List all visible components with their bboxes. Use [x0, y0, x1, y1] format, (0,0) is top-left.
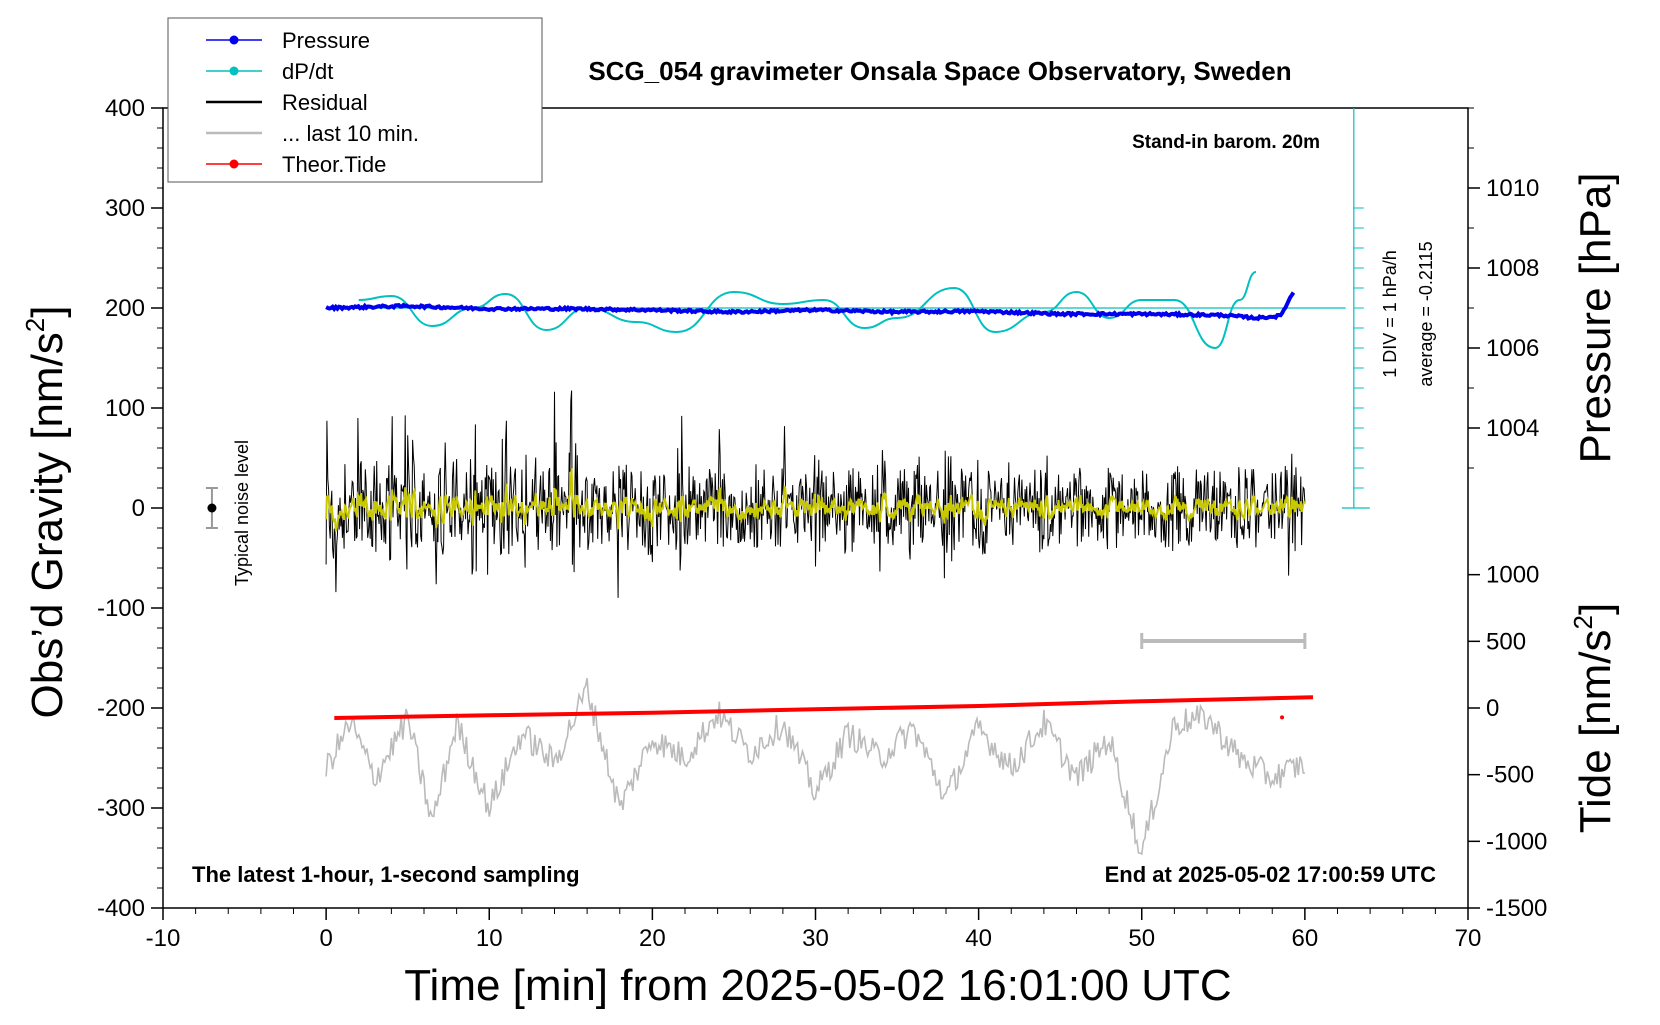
tide-tick-label: -500: [1486, 762, 1534, 789]
y-axis-left-label-exp: 2: [20, 318, 50, 332]
dpdt-line: [358, 271, 1257, 350]
y-tick-label: 100: [105, 395, 145, 422]
chart-title: SCG_054 gravimeter Onsala Space Observat…: [588, 56, 1291, 86]
x-tick-label: 40: [965, 925, 992, 952]
tide-axis-label-exp: 2: [1568, 615, 1598, 629]
legend-item: ... last 10 min.: [206, 121, 419, 146]
tide-tick-label: -1500: [1486, 895, 1547, 922]
legend-box: [167, 17, 543, 183]
x-tick-label: -10: [146, 925, 181, 952]
noise-label: Typical noise level: [232, 440, 252, 586]
tide-tick-label: 0: [1486, 695, 1499, 722]
window-note: The latest 1-hour, 1-second sampling: [192, 862, 580, 887]
x-tick-label: 20: [639, 925, 666, 952]
tide-axis-label-base: Tide [nm/s: [1571, 629, 1620, 833]
legend-item: Pressure: [206, 28, 370, 53]
last-10-min-line: [325, 678, 1306, 856]
theor-tide-series: [334, 695, 1314, 720]
legend-item: Theor.Tide: [206, 152, 386, 177]
legend-label: ... last 10 min.: [282, 121, 419, 146]
y-tick-label: -200: [97, 695, 145, 722]
legend-item: dP/dt: [206, 59, 333, 84]
pressure-tick-label: 1004: [1486, 415, 1539, 442]
residual-line: [325, 390, 1306, 598]
noise-bar-dot: [207, 503, 217, 513]
y-axis-left-label-base: Obs’d Gravity [nm/s: [23, 332, 72, 718]
y-tick-label: -100: [97, 595, 145, 622]
x-tick-label: 30: [802, 925, 829, 952]
average-label: average = -0.2115: [1416, 241, 1436, 386]
legend-swatch-marker: [229, 159, 239, 169]
y-tick-label: 0: [132, 495, 145, 522]
x-tick-label: 70: [1455, 925, 1482, 952]
pressure-tick-label: 1008: [1486, 255, 1539, 282]
legend-label: Residual: [282, 90, 368, 115]
div-label: 1 DIV = 1 hPa/h: [1380, 250, 1400, 378]
legend-item: Residual: [206, 90, 368, 115]
y-tick-label: 300: [105, 195, 145, 222]
end-note: End at 2025-05-02 17:00:59 UTC: [1105, 862, 1436, 887]
pressure-series: [325, 291, 1296, 322]
y-tick-label: -300: [97, 795, 145, 822]
y-tick-label: -400: [97, 895, 145, 922]
barometer-note: Stand-in barom. 20m: [1132, 132, 1320, 153]
chart-legend: Pressure dP/dt Residual ... last 10 min. The…: [167, 17, 543, 183]
residual-series: [325, 390, 1306, 598]
x-axis-label: Time [min] from 2025-05-02 16:01:00 UTC: [404, 961, 1231, 1010]
legend-swatch-marker: [229, 35, 239, 45]
chart-markers: [205, 487, 1307, 649]
y-tick-label: 400: [105, 95, 145, 122]
last-10-min-series: [325, 678, 1306, 856]
legend-label: Theor.Tide: [282, 152, 386, 177]
chart-axes: -10 0 10 20 30 40 50 60 704003002001000-100-200-…: [97, 95, 1547, 952]
x-tick-label: 50: [1128, 925, 1155, 952]
pressure-line: [325, 291, 1296, 322]
x-tick-label: 60: [1292, 925, 1319, 952]
theor-tide-line: [334, 695, 1314, 720]
legend-swatch-marker: [229, 66, 239, 76]
tide-axis-label-close: ]: [1571, 603, 1620, 615]
residual-smoothed-line: [325, 468, 1306, 532]
x-tick-label: 0: [319, 925, 332, 952]
legend-label: Pressure: [282, 28, 370, 53]
tide-tick-label: 1000: [1486, 562, 1539, 589]
pressure-tick-label: 1010: [1486, 175, 1539, 202]
y-axis-left-label: Obs’d Gravity [nm/s2]: [20, 305, 72, 718]
y-axis-left-label-close: ]: [23, 305, 72, 317]
x-tick-label: 10: [476, 925, 503, 952]
theor-tide-point: [1280, 715, 1285, 720]
pressure-axis-label: Pressure [hPa]: [1571, 172, 1620, 463]
tide-axis-label: Tide [nm/s2]: [1568, 603, 1620, 833]
tide-tick-label: -1000: [1486, 828, 1547, 855]
y-tick-label: 200: [105, 295, 145, 322]
tide-tick-label: 500: [1486, 628, 1526, 655]
pressure-tick-label: 1006: [1486, 335, 1539, 362]
legend-label: dP/dt: [282, 59, 333, 84]
